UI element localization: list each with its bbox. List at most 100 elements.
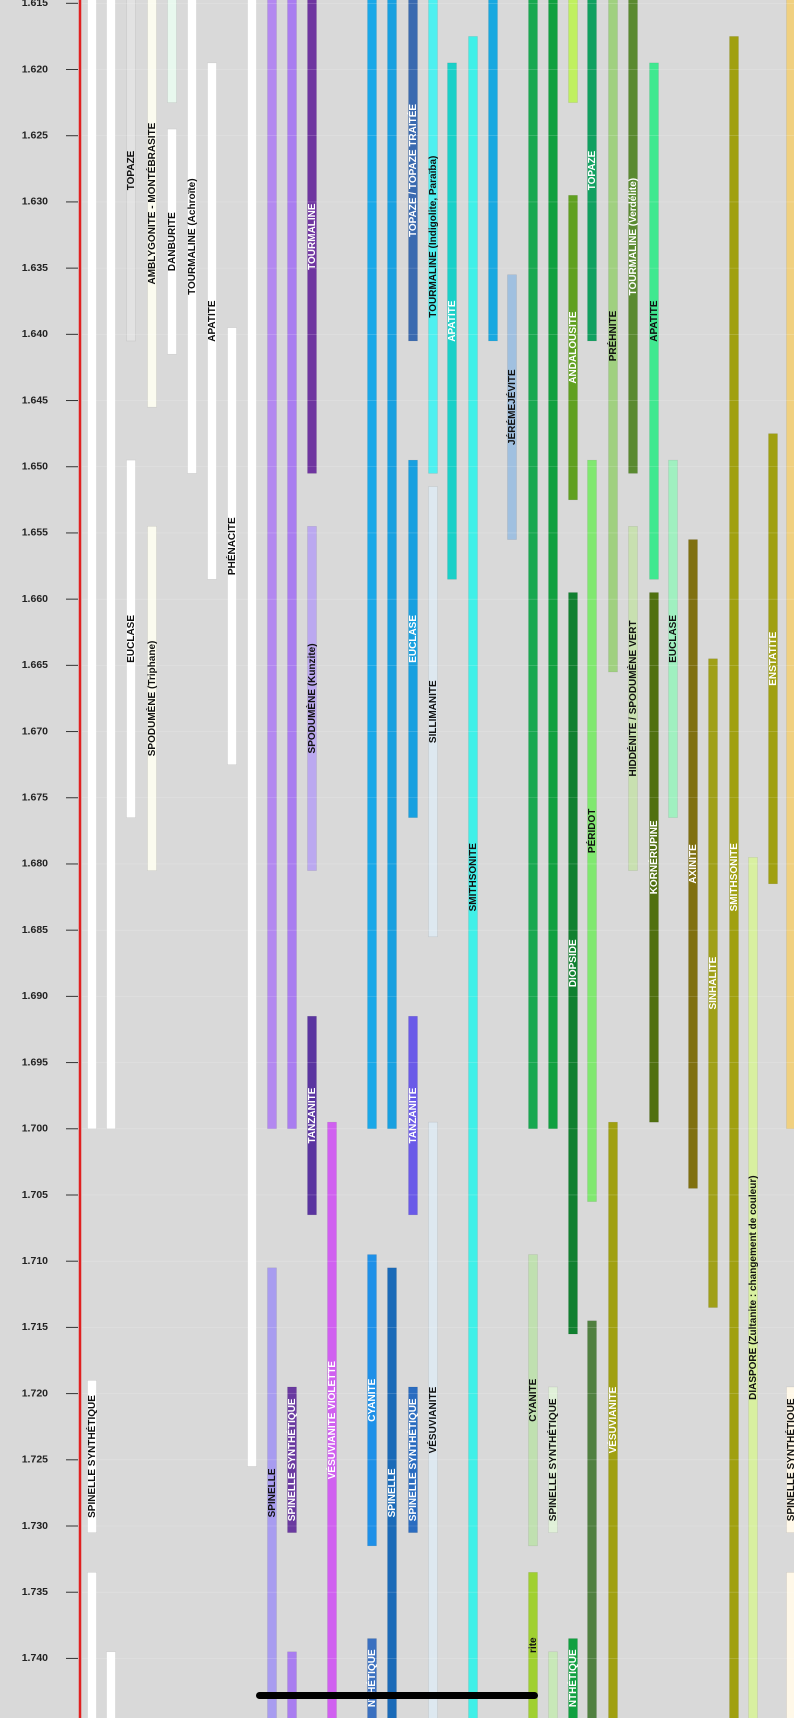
y-tick-label: 1.725 xyxy=(22,1454,48,1466)
bar-label: VÉSUVIANITE xyxy=(426,1386,439,1453)
range-bar xyxy=(408,0,418,342)
y-tick-label: 1.695 xyxy=(22,1056,48,1068)
scroll-bar[interactable] xyxy=(256,1692,538,1699)
bar-label: EUCLASE xyxy=(408,615,419,663)
range-bar xyxy=(307,1015,317,1216)
y-tick-label: 1.640 xyxy=(22,328,48,340)
range-bar xyxy=(628,0,638,474)
bar-label: SPINELLE SYNTHÉTIQUE xyxy=(85,1395,98,1518)
bar-label: SPINELLE SYNTHÉTIQUE xyxy=(285,1398,298,1521)
range-bar xyxy=(287,1386,297,1533)
bar-label: SPINELLE SYNTHÉTIQUE xyxy=(406,1398,419,1521)
y-tick-label: 1.665 xyxy=(22,659,48,671)
range-bar xyxy=(608,0,618,673)
range-bar xyxy=(468,36,478,1718)
range-bar xyxy=(428,486,438,938)
bar-label: SPODUMÈNE (Kunzite) xyxy=(305,643,318,753)
range-bar xyxy=(207,62,217,580)
range-bar xyxy=(106,0,116,1130)
bar-label: EUCLASE xyxy=(126,615,137,663)
range-bar xyxy=(408,459,418,818)
range-bar xyxy=(408,1015,418,1216)
bar-label: TOURMALINE (Verdélite) xyxy=(628,178,639,296)
y-tick-label: 1.650 xyxy=(22,461,48,473)
bar-label: JÉRÉMEJÉVITE xyxy=(505,369,518,445)
bar-label: TOURMALINE (Achroïte) xyxy=(187,178,198,294)
bar-label: SINHALITE xyxy=(708,956,719,1009)
y-tick-label: 1.645 xyxy=(22,394,48,406)
range-bar xyxy=(507,274,517,540)
bar-label: VÉSUVIANITE xyxy=(606,1386,619,1453)
range-bar xyxy=(748,857,758,1718)
y-tick-label: 1.670 xyxy=(22,725,48,737)
range-bar xyxy=(649,592,659,1123)
range-bar xyxy=(167,0,177,103)
bar-label: SPODUMÈNE (Triphane) xyxy=(145,641,158,757)
range-bar xyxy=(608,1121,618,1718)
range-bar xyxy=(187,0,197,474)
range-bar xyxy=(287,1651,297,1718)
range-bar xyxy=(568,195,578,501)
range-bar xyxy=(587,0,597,342)
range-bar xyxy=(307,0,317,474)
bar-label: HIDDÉNITE / SPODUMÈNE VERT xyxy=(626,620,639,776)
bar-label: SPINELLE xyxy=(267,1468,278,1517)
bar-label: ANDALOUSITE xyxy=(568,311,579,384)
range-bar xyxy=(106,1651,116,1718)
range-bar xyxy=(786,1572,794,1718)
bar-label: APATITE xyxy=(207,300,218,342)
range-bar xyxy=(548,0,558,1130)
y-tick-label: 1.710 xyxy=(22,1255,48,1267)
bar-label: TANZANITE xyxy=(307,1087,318,1143)
bar-label: SPINELLE SYNTHÉTIQUE xyxy=(546,1398,559,1521)
bar-label: PRÉHNITE xyxy=(606,310,619,361)
range-bar xyxy=(287,0,297,1130)
range-bar xyxy=(488,0,498,342)
bar-label: SPINELLE SYNTHÉTIQUE xyxy=(784,1398,794,1521)
bars xyxy=(87,0,794,1718)
y-axis: 1.615 1.620 1.625 1.630 1.635 1.640 1.645 1.650… xyxy=(22,0,78,1664)
range-bar xyxy=(147,526,157,871)
bar-label: CYANITE xyxy=(528,1378,539,1421)
bar-label: rite xyxy=(528,1637,539,1653)
range-bar xyxy=(428,1121,438,1718)
bar-label: VÉSUVIANITE VIOLETTE xyxy=(325,1361,338,1480)
range-bar xyxy=(87,1572,97,1718)
bar-label: DIASPORE (Zultanite : changement de coul… xyxy=(748,1175,759,1399)
range-bar xyxy=(568,592,578,1335)
range-bar xyxy=(729,36,739,1718)
y-tick-label: 1.635 xyxy=(22,262,48,274)
range-bar xyxy=(227,327,237,765)
range-bar xyxy=(167,128,177,355)
range-bar xyxy=(367,1254,377,1547)
y-tick-label: 1.620 xyxy=(22,63,48,75)
bar-label: AMBLYGONITE - MONTÉBRASITE xyxy=(145,122,158,284)
range-bar xyxy=(447,62,457,580)
range-bar xyxy=(87,1380,97,1533)
bar-label: APATITE xyxy=(447,300,458,342)
bar-label: PÉRIDOT xyxy=(585,809,598,853)
range-bar xyxy=(768,433,778,885)
bar-label: SILLIMANITE xyxy=(428,680,439,743)
range-bar xyxy=(87,0,97,1130)
range-bar xyxy=(528,1254,538,1547)
range-bar xyxy=(786,0,794,1130)
bar-label: DANBURITE xyxy=(167,212,178,271)
bar-label: KORNÉRUPINE xyxy=(647,820,660,894)
range-bar xyxy=(367,1638,377,1718)
y-tick-label: 1.720 xyxy=(22,1387,48,1399)
range-bar xyxy=(548,1651,558,1718)
y-tick-label: 1.685 xyxy=(22,924,48,936)
range-bar xyxy=(708,658,718,1308)
bar-label: AXINITE xyxy=(688,844,699,884)
y-tick-label: 1.625 xyxy=(22,129,48,141)
bar-label: APATITE xyxy=(649,300,660,342)
y-tick-label: 1.705 xyxy=(22,1189,48,1201)
range-bar xyxy=(307,526,317,871)
y-tick-label: 1.630 xyxy=(22,196,48,208)
bar-label: DIOPSIDE xyxy=(568,939,579,987)
bar-label: SMITHSONITE xyxy=(729,843,740,912)
range-bar xyxy=(628,526,638,871)
y-tick-label: 1.715 xyxy=(22,1321,48,1333)
